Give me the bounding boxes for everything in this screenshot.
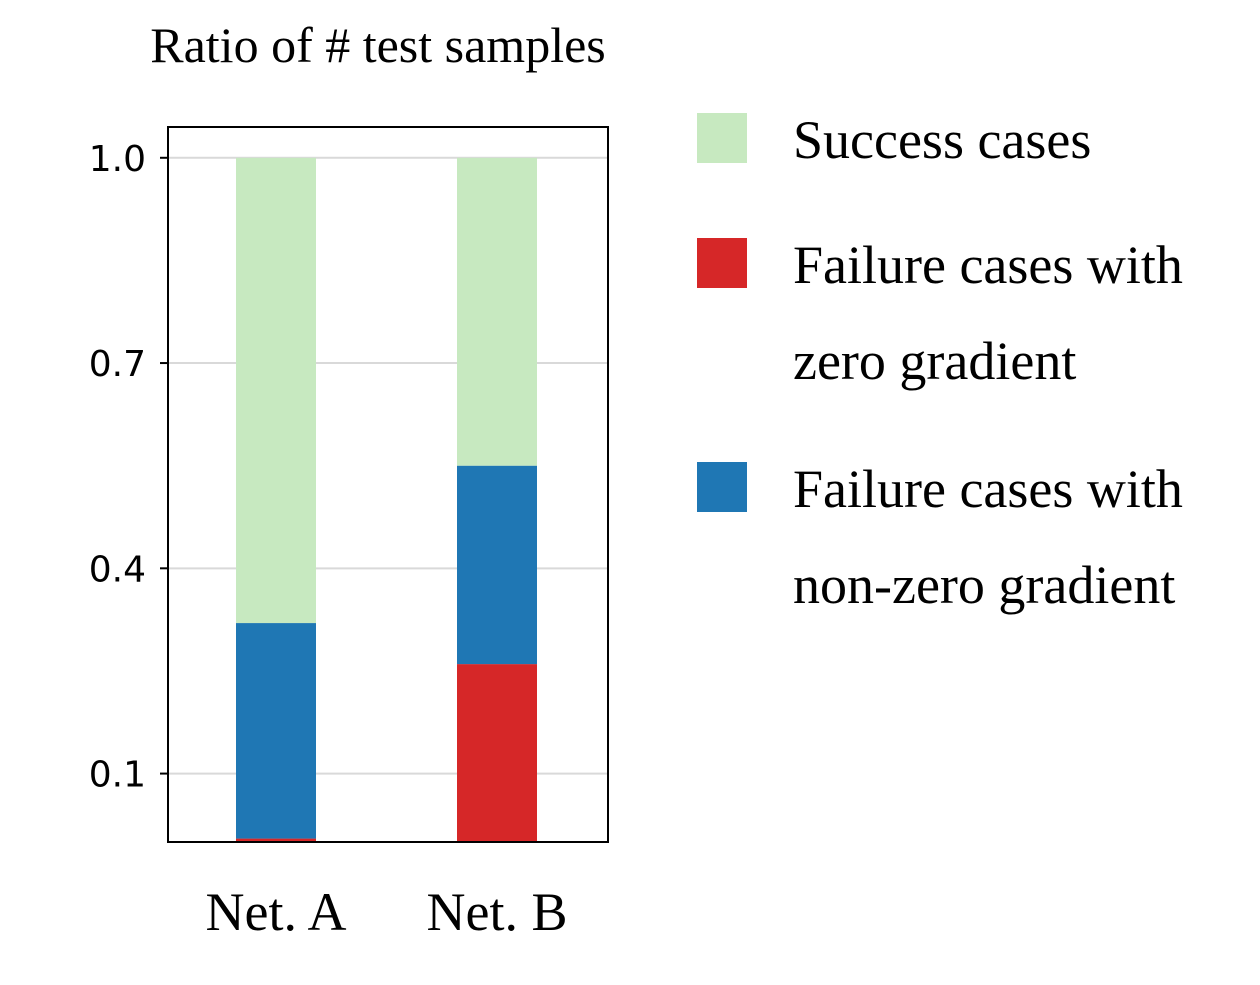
y-tick-label: 0.4 bbox=[89, 549, 146, 590]
legend: Success cases Failure cases with zero grad… bbox=[697, 110, 1183, 615]
y-tick-label: 0.1 bbox=[89, 755, 146, 796]
x-tick-label: Net. B bbox=[427, 882, 568, 942]
x-axis-ticks: Net. A Net. B bbox=[206, 882, 568, 942]
legend-label: Failure cases with bbox=[793, 459, 1183, 519]
chart-title: Ratio of # test samples bbox=[150, 17, 606, 73]
legend-swatch bbox=[697, 113, 747, 163]
y-tick-label: 1.0 bbox=[89, 139, 146, 180]
legend-label: non-zero gradient bbox=[793, 555, 1175, 615]
bar-segment bbox=[457, 664, 537, 842]
grid-lines bbox=[168, 156, 608, 775]
legend-swatch bbox=[697, 462, 747, 512]
bar-segment bbox=[236, 623, 316, 839]
bar-segment bbox=[236, 838, 316, 842]
y-axis-ticks: 0.1 0.4 0.7 1.0 bbox=[89, 139, 168, 796]
legend-swatch bbox=[697, 238, 747, 288]
legend-label: Success cases bbox=[793, 110, 1091, 170]
x-tick-label: Net. A bbox=[206, 882, 347, 942]
bar-segment bbox=[236, 157, 316, 624]
legend-label: Failure cases with bbox=[793, 235, 1183, 295]
legend-label: zero gradient bbox=[793, 331, 1076, 391]
bar-segment bbox=[457, 157, 537, 466]
bars bbox=[236, 157, 537, 842]
plot-frame bbox=[167, 126, 609, 843]
y-tick-label: 0.7 bbox=[89, 344, 146, 385]
bar-segment bbox=[457, 465, 537, 665]
